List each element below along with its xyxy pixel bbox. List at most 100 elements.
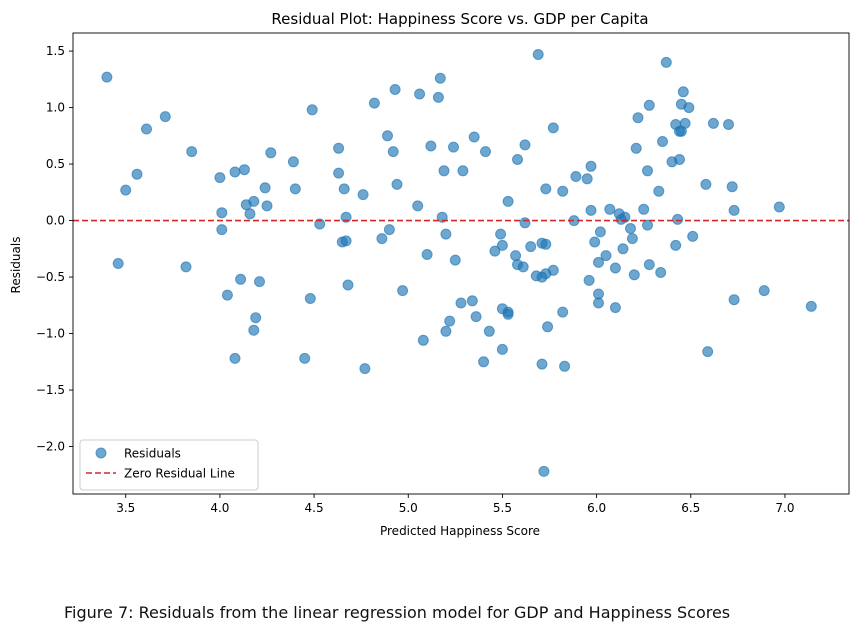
- data-point: [638, 203, 650, 215]
- data-point: [432, 91, 444, 103]
- data-point: [101, 71, 113, 83]
- data-point: [723, 119, 734, 130]
- data-point: [517, 261, 529, 273]
- data-point: [495, 228, 507, 240]
- data-point: [421, 249, 433, 260]
- data-point: [538, 465, 550, 477]
- data-point: [159, 111, 171, 123]
- x-axis-ticks: 3.5 4.0 4.5 5.0 5.5 6.0 6.5 7.0: [116, 494, 795, 515]
- legend-label-zero-line: Zero Residual Line: [124, 467, 235, 481]
- data-point: [593, 256, 604, 268]
- data-point: [559, 360, 571, 372]
- data-point: [660, 56, 672, 68]
- data-point: [557, 185, 569, 197]
- y-axis-ticks: −2.0 −1.5 −1.0 −0.5 0.0 0.5 1.0 1.5: [36, 44, 73, 454]
- data-point: [642, 165, 653, 177]
- data-point: [434, 72, 446, 84]
- data-point: [679, 117, 691, 129]
- data-point: [677, 86, 689, 98]
- legend-label-residuals: Residuals: [124, 447, 181, 461]
- data-point: [391, 178, 403, 190]
- data-point: [670, 239, 682, 251]
- data-point: [455, 297, 467, 309]
- data-point: [547, 122, 559, 134]
- data-point: [382, 130, 393, 142]
- data-point: [287, 156, 299, 168]
- data-point: [642, 219, 653, 231]
- data-point: [359, 363, 371, 375]
- data-point: [536, 358, 548, 370]
- data-point: [248, 195, 260, 207]
- data-point: [468, 131, 480, 143]
- data-point: [758, 285, 770, 297]
- data-point: [444, 315, 456, 327]
- data-point: [617, 243, 629, 255]
- data-point: [489, 245, 501, 257]
- scatter-points: [101, 49, 817, 477]
- data-point: [254, 276, 265, 288]
- data-point: [542, 321, 554, 333]
- data-point: [448, 141, 459, 153]
- residual-scatter-chart: Residual Plot: Happiness Score vs. GDP p…: [9, 10, 850, 538]
- data-point: [449, 254, 461, 266]
- data-point: [470, 311, 482, 323]
- data-point: [229, 166, 241, 178]
- data-point: [502, 195, 514, 207]
- x-tick-label: 7.0: [775, 501, 794, 515]
- y-tick-label: 0.5: [46, 157, 65, 171]
- y-tick-label: 1.5: [46, 44, 65, 58]
- data-point: [425, 140, 437, 152]
- data-point: [340, 211, 352, 223]
- data-point: [412, 200, 424, 212]
- data-point: [440, 228, 452, 240]
- data-point: [299, 352, 311, 364]
- data-point: [440, 325, 452, 337]
- data-point: [368, 97, 380, 109]
- data-point: [112, 258, 124, 269]
- data-point: [238, 164, 250, 176]
- data-point: [519, 139, 531, 151]
- data-point: [244, 208, 256, 220]
- data-point: [248, 324, 260, 336]
- data-point: [532, 49, 544, 60]
- data-point: [186, 146, 198, 158]
- data-point: [436, 211, 448, 223]
- chart-title: Residual Plot: Happiness Score vs. GDP p…: [271, 10, 648, 28]
- data-point: [657, 136, 668, 147]
- data-point: [728, 294, 740, 306]
- data-point: [261, 200, 273, 212]
- data-point: [496, 239, 508, 251]
- data-point: [289, 183, 301, 195]
- legend-marker-residuals: [95, 447, 107, 459]
- data-point: [630, 142, 642, 154]
- data-point: [342, 279, 354, 291]
- data-point: [141, 123, 152, 135]
- data-point: [619, 211, 631, 223]
- data-point: [397, 285, 409, 297]
- data-point: [306, 104, 318, 116]
- data-point: [483, 325, 495, 337]
- y-tick-label: 1.0: [46, 101, 65, 115]
- data-point: [496, 343, 508, 355]
- data-point: [417, 334, 429, 346]
- data-point: [235, 273, 247, 285]
- data-point: [625, 223, 636, 234]
- data-point: [540, 183, 552, 195]
- x-tick-label: 3.5: [116, 501, 135, 515]
- data-point: [643, 99, 655, 111]
- y-tick-label: −1.0: [36, 327, 65, 341]
- data-point: [583, 274, 595, 286]
- x-axis-label: Predicted Happiness Score: [380, 524, 540, 538]
- y-tick-label: −0.5: [36, 270, 65, 284]
- data-point: [414, 88, 426, 100]
- data-point: [259, 182, 271, 194]
- data-point: [250, 312, 262, 324]
- data-point: [376, 233, 388, 245]
- data-point: [540, 238, 552, 250]
- data-point: [609, 262, 621, 274]
- data-point: [389, 84, 401, 95]
- data-point: [581, 173, 593, 185]
- data-point: [457, 165, 469, 177]
- data-point: [480, 146, 491, 158]
- legend-box: [79, 439, 259, 491]
